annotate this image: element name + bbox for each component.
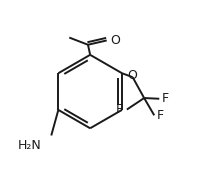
Text: F: F — [116, 103, 123, 116]
Text: O: O — [128, 69, 137, 82]
Text: H₂N: H₂N — [18, 139, 42, 152]
Text: F: F — [162, 92, 169, 105]
Text: F: F — [156, 109, 164, 122]
Text: O: O — [110, 34, 120, 47]
